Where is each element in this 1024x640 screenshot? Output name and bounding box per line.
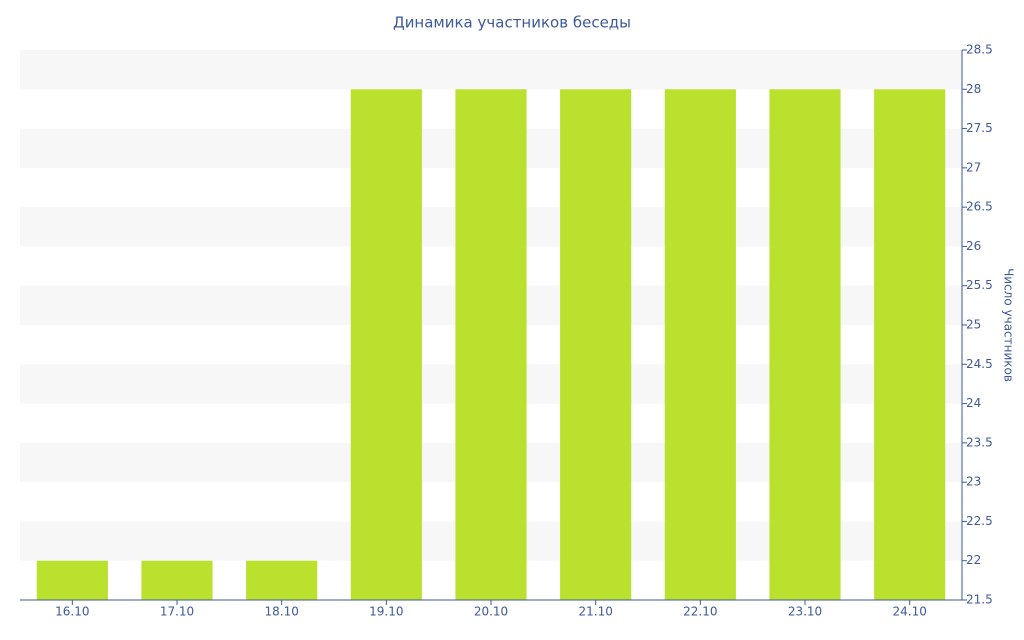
y-tick-label: 23 (966, 475, 981, 489)
bar (36, 560, 108, 600)
x-tick-label: 17.10 (160, 605, 194, 619)
chart-title: Динамика участников беседы (393, 14, 631, 32)
x-tick-label: 19.10 (369, 605, 403, 619)
bar (246, 560, 318, 600)
x-tick-label: 21.10 (578, 605, 612, 619)
bar (874, 89, 946, 601)
y-tick-label: 24.5 (966, 357, 993, 371)
grid-band (20, 50, 962, 90)
y-tick-label: 23.5 (966, 435, 993, 449)
y-tick-label: 26 (966, 239, 981, 253)
bar (455, 89, 527, 601)
x-tick-label: 22.10 (683, 605, 717, 619)
x-tick-label: 18.10 (264, 605, 298, 619)
y-tick-label: 24 (966, 396, 981, 410)
x-tick-label: 23.10 (788, 605, 822, 619)
bar (664, 89, 736, 601)
bar (350, 89, 422, 601)
y-tick-label: 25.5 (966, 278, 993, 292)
bar (560, 89, 632, 601)
bar (769, 89, 841, 601)
bar (141, 560, 213, 600)
y-tick-label: 21.5 (966, 593, 993, 607)
y-tick-label: 28 (966, 82, 981, 96)
y-axis-label: Число участников (1002, 268, 1016, 382)
y-tick-label: 28.5 (966, 43, 993, 57)
y-tick-label: 22.5 (966, 514, 993, 528)
y-tick-label: 26.5 (966, 200, 993, 214)
x-tick-label: 20.10 (474, 605, 508, 619)
y-tick-label: 25 (966, 318, 981, 332)
y-tick-label: 27.5 (966, 121, 993, 135)
x-tick-label: 16.10 (55, 605, 89, 619)
y-tick-label: 22 (966, 553, 981, 567)
y-tick-label: 27 (966, 160, 981, 174)
x-tick-label: 24.10 (892, 605, 926, 619)
